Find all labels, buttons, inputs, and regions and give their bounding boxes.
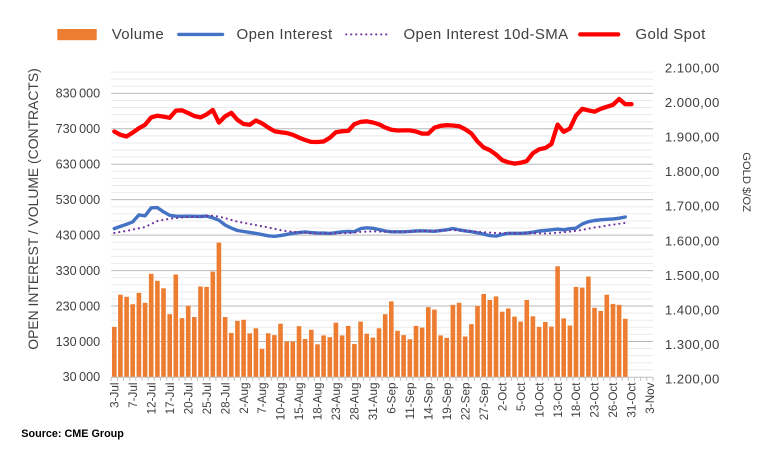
svg-text:Open Interest 10d-SMA: Open Interest 10d-SMA (404, 26, 569, 43)
svg-text:Source: CME Group: Source: CME Group (21, 428, 124, 440)
svg-text:28-Aug: 28-Aug (349, 383, 362, 421)
svg-text:28-Jul: 28-Jul (219, 383, 232, 415)
svg-text:430 000: 430 000 (56, 228, 101, 242)
svg-text:1.700,00: 1.700,00 (665, 199, 720, 214)
svg-text:26-Oct: 26-Oct (607, 382, 620, 418)
svg-text:7-Aug: 7-Aug (256, 383, 269, 414)
svg-text:23-Oct: 23-Oct (589, 382, 602, 418)
svg-text:130 000: 130 000 (56, 335, 101, 349)
svg-text:22-Sep: 22-Sep (459, 382, 472, 420)
svg-text:OPEN INTEREST / VOLUME (CONTRA: OPEN INTEREST / VOLUME (CONTRACTS) (25, 68, 41, 349)
svg-text:1.800,00: 1.800,00 (665, 164, 720, 179)
svg-text:15-Aug: 15-Aug (293, 383, 306, 421)
svg-text:2.100,00: 2.100,00 (665, 60, 720, 75)
svg-text:7-Jul: 7-Jul (127, 383, 140, 408)
svg-text:18-Aug: 18-Aug (312, 383, 325, 421)
svg-text:3-Nov: 3-Nov (644, 382, 657, 413)
svg-text:230 000: 230 000 (56, 299, 101, 313)
svg-text:2-Oct: 2-Oct (496, 382, 509, 411)
svg-text:19-Sep: 19-Sep (441, 382, 454, 420)
svg-text:23-Aug: 23-Aug (330, 383, 343, 421)
svg-text:10-Oct: 10-Oct (533, 382, 546, 418)
svg-text:1.500,00: 1.500,00 (665, 268, 720, 283)
svg-text:1.900,00: 1.900,00 (665, 130, 720, 145)
svg-text:11-Sep: 11-Sep (404, 382, 417, 419)
svg-text:530 000: 530 000 (56, 193, 101, 207)
svg-text:6-Sep: 6-Sep (386, 382, 399, 414)
svg-text:2.000,00: 2.000,00 (665, 95, 720, 110)
svg-text:730 000: 730 000 (56, 122, 101, 136)
svg-text:1.600,00: 1.600,00 (665, 233, 720, 248)
svg-text:10-Aug: 10-Aug (275, 383, 288, 421)
svg-text:3-Jul: 3-Jul (109, 383, 122, 408)
svg-text:20-Jul: 20-Jul (182, 383, 195, 415)
svg-text:30 000: 30 000 (63, 370, 101, 384)
svg-text:330 000: 330 000 (56, 264, 101, 278)
svg-text:5-Oct: 5-Oct (515, 382, 528, 411)
svg-text:31-Oct: 31-Oct (626, 382, 639, 418)
svg-text:12-Jul: 12-Jul (145, 383, 158, 415)
svg-text:1.200,00: 1.200,00 (665, 372, 720, 387)
svg-text:18-Oct: 18-Oct (570, 382, 583, 418)
svg-text:31-Aug: 31-Aug (367, 383, 380, 421)
svg-text:830 000: 830 000 (56, 87, 101, 101)
svg-text:Gold Spot: Gold Spot (635, 26, 706, 43)
svg-text:17-Jul: 17-Jul (164, 383, 177, 415)
svg-text:25-Jul: 25-Jul (201, 383, 214, 415)
svg-text:GOLD $/OZ: GOLD $/OZ (740, 152, 752, 212)
svg-text:2-Aug: 2-Aug (238, 383, 251, 414)
svg-text:1.300,00: 1.300,00 (665, 337, 720, 352)
svg-text:Volume: Volume (112, 26, 164, 43)
svg-text:Open Interest: Open Interest (237, 26, 334, 43)
svg-text:27-Sep: 27-Sep (478, 382, 491, 420)
svg-text:14-Sep: 14-Sep (423, 382, 436, 420)
svg-text:13-Oct: 13-Oct (552, 382, 565, 418)
svg-text:1.400,00: 1.400,00 (665, 303, 720, 318)
svg-text:630 000: 630 000 (56, 158, 101, 172)
